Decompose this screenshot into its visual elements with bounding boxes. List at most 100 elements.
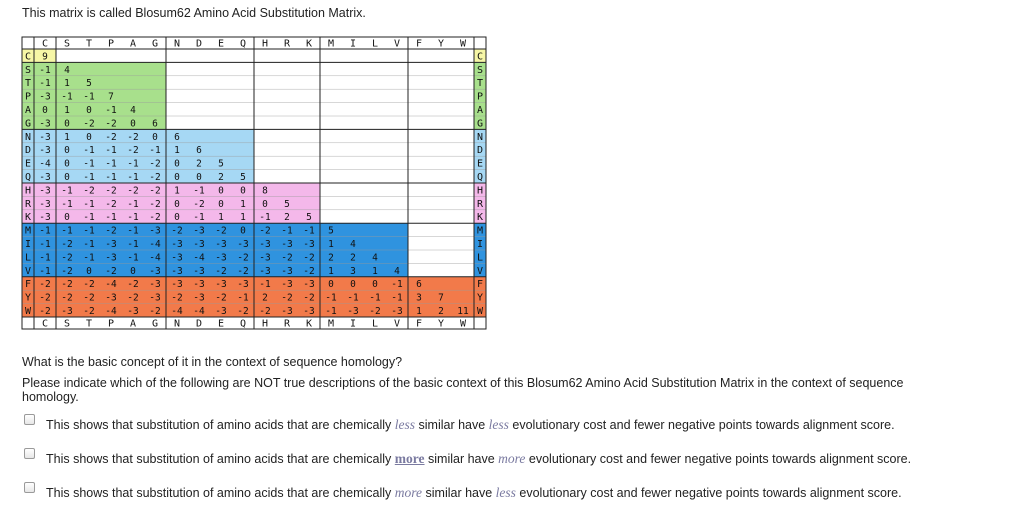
cell-P-S: -1 [61, 92, 73, 103]
cell-Y-A: -2 [127, 293, 138, 304]
cell-A-C: 0 [42, 105, 48, 116]
col-footer-D: D [196, 319, 202, 330]
option-3-text: This shows that substitution of amino ac… [46, 485, 902, 500]
col-header-F: F [416, 39, 422, 50]
col-header-S: S [64, 39, 70, 50]
col-footer-N: N [174, 319, 180, 330]
cell-I-D: -3 [193, 239, 204, 250]
cell-W-R: -3 [281, 306, 292, 317]
cell-V-E: -2 [215, 266, 226, 277]
question-text: What is the basic concept of it in the c… [22, 355, 403, 369]
col-footer-E: E [218, 319, 224, 330]
row-label-left-Y: Y [25, 293, 31, 304]
group-header-1 [56, 37, 166, 49]
col-footer-G: G [152, 319, 158, 330]
cell-Y-T: -2 [83, 293, 94, 304]
cell-E-D: 2 [196, 159, 202, 170]
cell-V-P: -2 [105, 266, 116, 277]
cell-V-G: -3 [149, 266, 160, 277]
cell-L-M: 2 [328, 252, 334, 263]
cell-W-K: -3 [303, 306, 314, 317]
cell-W-D: -4 [193, 306, 205, 317]
option-3-checkbox[interactable] [24, 482, 35, 493]
cell-W-T: -2 [83, 306, 94, 317]
cell-L-T: -1 [83, 252, 95, 263]
cell-W-C: -2 [39, 306, 50, 317]
row-label-right-I: I [477, 239, 483, 250]
cell-I-R: -3 [281, 239, 292, 250]
group-label-left-0 [22, 49, 34, 63]
group-label-right-1 [474, 62, 486, 130]
cell-H-Q: 0 [240, 185, 246, 196]
row-label-left-K: K [25, 212, 31, 223]
cell-K-D: -1 [193, 212, 205, 223]
row-label-right-D: D [477, 145, 483, 156]
cell-W-Q: -2 [237, 306, 248, 317]
cell-M-R: -1 [281, 226, 293, 237]
cell-M-K: -1 [303, 226, 315, 237]
cell-N-G: 0 [152, 132, 158, 143]
cell-E-A: -1 [127, 159, 139, 170]
row-label-left-E: E [25, 159, 31, 170]
col-header-K: K [306, 39, 312, 50]
group-header-4 [320, 37, 408, 49]
cell-Y-F: 3 [416, 293, 422, 304]
row-label-right-P: P [477, 92, 483, 103]
cell-Q-C: -3 [39, 172, 50, 183]
group-label-right-3 [474, 183, 486, 224]
col-header-M: M [328, 39, 334, 50]
cell-A-T: 0 [86, 105, 92, 116]
cell-F-K: -3 [303, 279, 314, 290]
cell-A-P: -1 [105, 105, 117, 116]
cell-F-L: 0 [372, 279, 378, 290]
cell-M-Q: 0 [240, 226, 246, 237]
cell-H-S: -1 [61, 185, 73, 196]
cell-P-C: -3 [39, 92, 50, 103]
col-header-I: I [350, 39, 356, 50]
cell-Y-M: -1 [325, 293, 337, 304]
cell-P-T: -1 [83, 92, 95, 103]
cell-E-T: -1 [83, 159, 95, 170]
row-label-right-M: M [477, 226, 483, 237]
cell-V-A: 0 [130, 266, 136, 277]
cell-Y-Y: 7 [438, 293, 444, 304]
cell-V-Q: -2 [237, 266, 248, 277]
cell-E-C: -4 [39, 159, 51, 170]
cell-R-G: -2 [149, 199, 160, 210]
cell-E-G: -2 [149, 159, 160, 170]
row-label-right-Y: Y [477, 293, 483, 304]
cell-F-P: -4 [105, 279, 117, 290]
cell-F-R: -3 [281, 279, 292, 290]
cell-Q-T: -1 [83, 172, 95, 183]
row-label-right-R: R [477, 199, 484, 210]
cell-F-A: -2 [127, 279, 138, 290]
cell-M-T: -1 [83, 226, 95, 237]
cell-V-L: 1 [372, 266, 378, 277]
option-2-checkbox[interactable] [24, 448, 35, 459]
cell-H-A: -2 [127, 185, 138, 196]
row-label-left-I: I [25, 239, 31, 250]
cell-D-N: 1 [174, 145, 180, 156]
cell-R-R: 5 [284, 199, 290, 210]
cell-I-N: -3 [171, 239, 182, 250]
cell-N-A: -2 [127, 132, 138, 143]
cell-I-S: -2 [61, 239, 72, 250]
cell-I-P: -3 [105, 239, 116, 250]
cell-F-T: -2 [83, 279, 94, 290]
cell-T-S: 1 [64, 78, 70, 89]
row-label-left-V: V [25, 266, 31, 277]
row-label-right-F: F [477, 279, 483, 290]
row-label-right-L: L [477, 252, 483, 263]
cell-V-I: 3 [350, 266, 356, 277]
row-label-left-F: F [25, 279, 31, 290]
cell-V-H: -3 [259, 266, 270, 277]
cell-L-A: -1 [127, 252, 139, 263]
option-1-checkbox[interactable] [24, 414, 35, 425]
cell-F-S: -2 [61, 279, 72, 290]
cell-K-A: -1 [127, 212, 139, 223]
cell-F-N: -3 [171, 279, 182, 290]
cell-I-G: -4 [149, 239, 161, 250]
row-label-right-K: K [477, 212, 483, 223]
cell-E-N: 0 [174, 159, 180, 170]
